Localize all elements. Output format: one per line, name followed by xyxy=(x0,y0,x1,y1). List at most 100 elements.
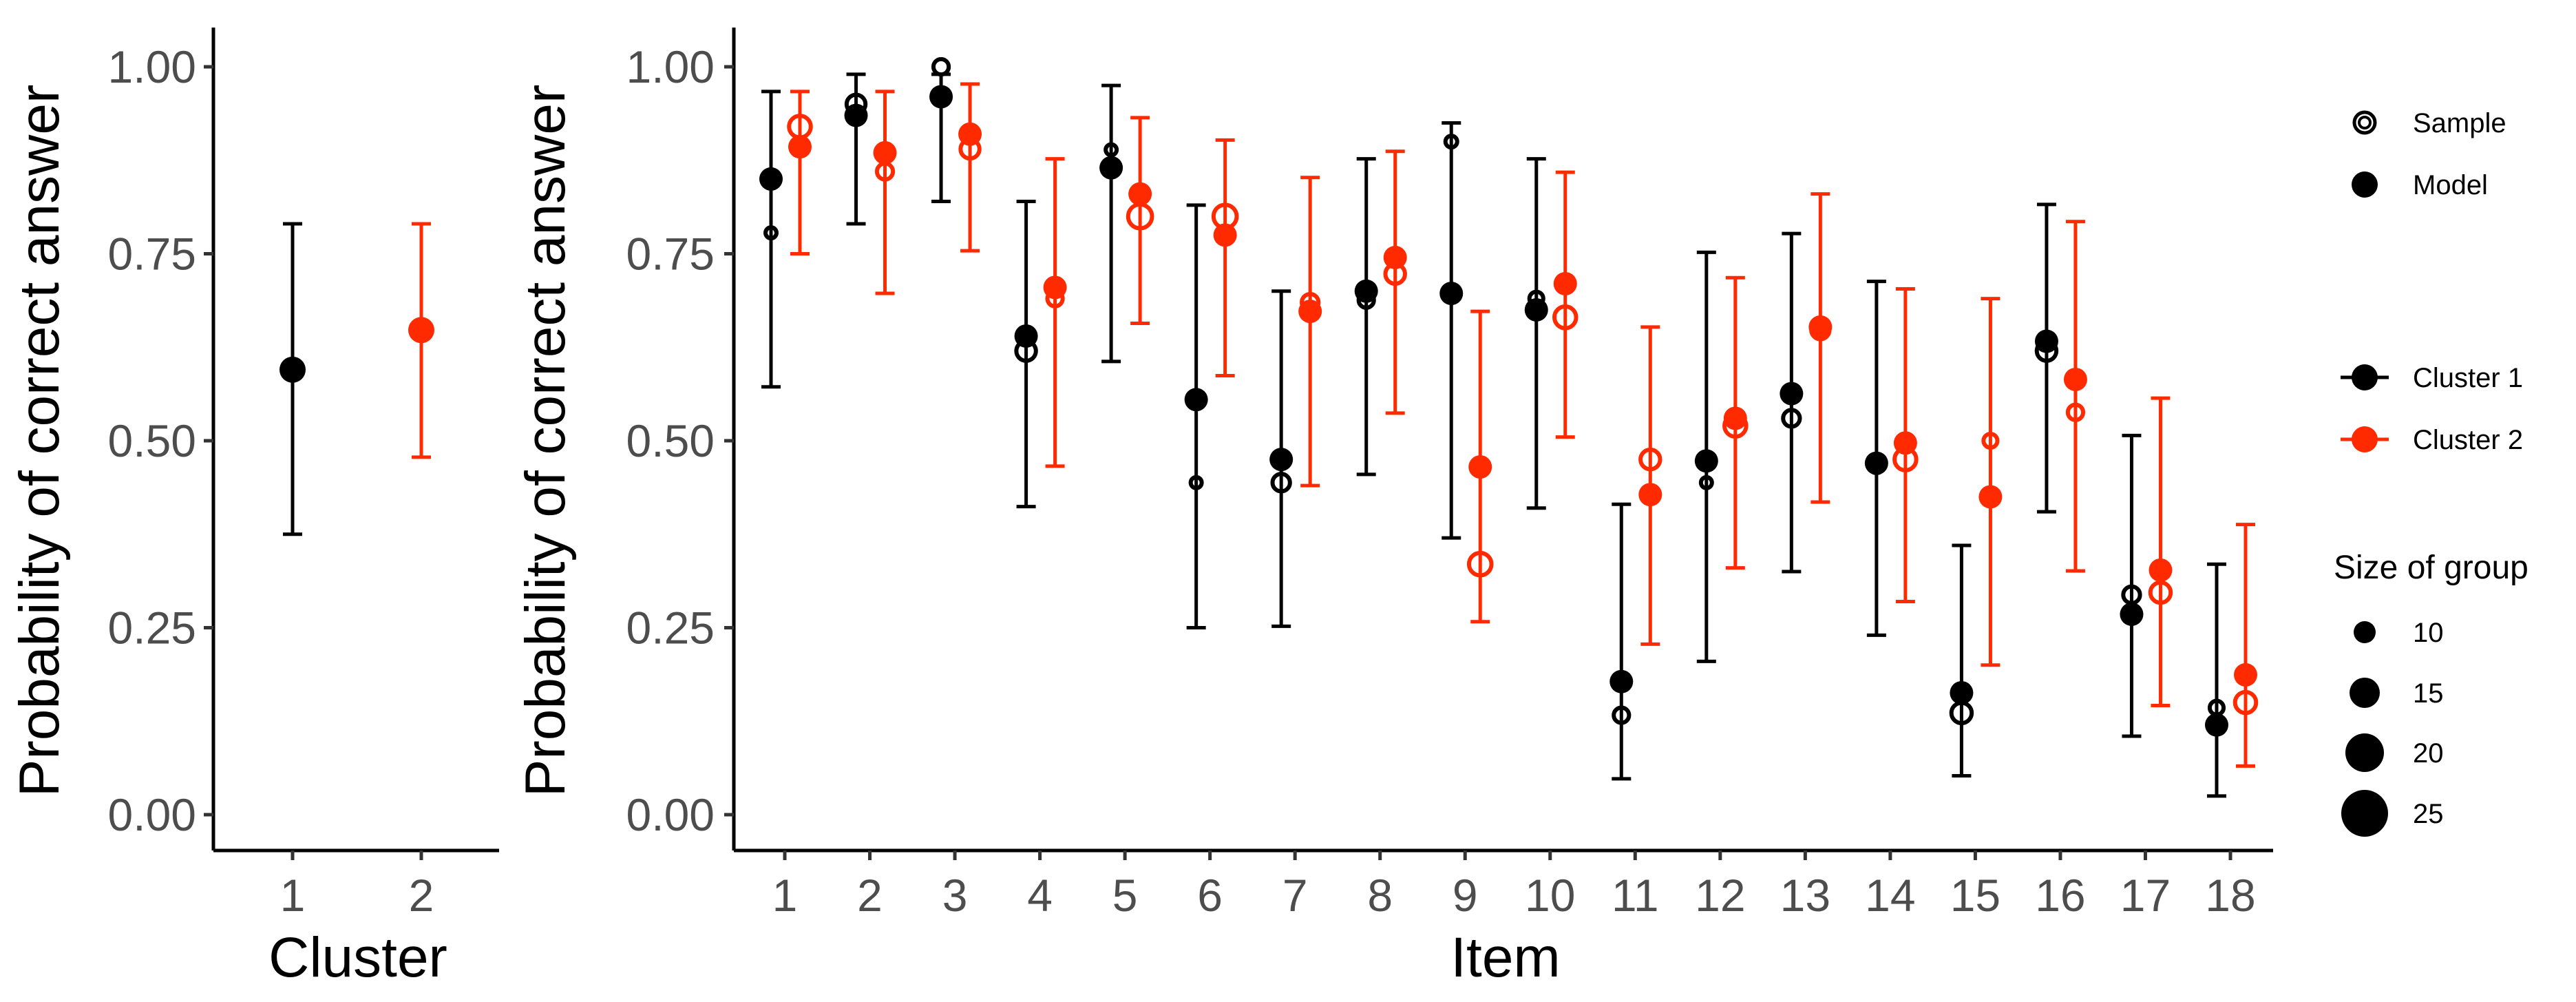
open-circle-icon xyxy=(2352,110,2377,135)
model-point xyxy=(1213,223,1237,247)
x-tick-label: 5 xyxy=(1112,870,1138,921)
size-legend-title: Size of group xyxy=(2334,550,2529,586)
sample-point xyxy=(1981,431,2000,450)
y-tick-label: 0.75 xyxy=(108,229,196,280)
legend-label: 25 xyxy=(2413,799,2444,829)
y-tick-label: 0.50 xyxy=(626,415,715,466)
model-point xyxy=(788,135,812,159)
legend-label: Sample xyxy=(2413,108,2506,138)
model-point xyxy=(873,140,897,165)
model-point xyxy=(1043,275,1067,300)
sample-point xyxy=(763,225,779,241)
x-axis-title: Cluster xyxy=(268,926,447,989)
model-point xyxy=(1950,680,1974,704)
x-tick-label: 12 xyxy=(1695,870,1745,921)
model-point xyxy=(1893,431,1917,455)
size-legend-circle xyxy=(2341,790,2388,837)
model-point xyxy=(2120,602,2144,626)
sample-point xyxy=(2148,580,2173,605)
model-point xyxy=(1184,388,1208,412)
model-point xyxy=(1128,182,1152,206)
model-point xyxy=(1864,451,1888,475)
model-point xyxy=(1609,669,1634,693)
x-axis-title: Item xyxy=(1450,926,1560,989)
y-tick-label: 0.00 xyxy=(626,789,715,840)
x-tick-label: 18 xyxy=(2205,870,2255,921)
model-point xyxy=(2034,329,2058,353)
model-point xyxy=(958,122,982,146)
model-point xyxy=(759,167,783,191)
legend-label: 20 xyxy=(2413,738,2444,769)
sample-point xyxy=(1698,474,1714,490)
sample-point xyxy=(1638,447,1662,472)
model-point xyxy=(1014,324,1038,348)
y-tick-label: 1.00 xyxy=(108,41,196,92)
y-tick-label: 0.00 xyxy=(108,789,196,840)
size-legend-circle xyxy=(2350,678,2380,708)
x-tick-label: 11 xyxy=(1612,870,1659,921)
model-point xyxy=(844,103,868,127)
model-point xyxy=(2234,662,2257,687)
sample-point xyxy=(1552,304,1579,331)
sample-point xyxy=(2065,402,2086,422)
model-point xyxy=(1524,298,1548,322)
x-tick-label: 4 xyxy=(1027,870,1053,921)
sample-point xyxy=(1443,134,1459,150)
y-tick-label: 1.00 xyxy=(626,41,715,92)
x-tick-label: 10 xyxy=(1525,870,1575,921)
legend-label: Cluster 1 xyxy=(2413,363,2523,393)
legend-point-icon xyxy=(2352,364,2378,390)
x-tick-label: 9 xyxy=(1453,870,1478,921)
model-point xyxy=(1808,315,1833,339)
model-point xyxy=(929,85,953,109)
model-point xyxy=(1099,156,1123,180)
sample-point xyxy=(1270,472,1292,494)
size-legend-circle xyxy=(2345,733,2384,772)
x-tick-label: 1 xyxy=(772,870,798,921)
sample-point xyxy=(1612,705,1632,725)
model-point xyxy=(408,317,434,344)
sample-point xyxy=(1466,550,1494,578)
sample-point xyxy=(1781,408,1802,429)
x-tick-label: 2 xyxy=(857,870,883,921)
model-point xyxy=(2149,558,2173,582)
x-tick-label: 16 xyxy=(2035,870,2085,921)
sample-point xyxy=(931,56,951,77)
filled-circle-icon xyxy=(2352,171,2378,198)
model-point xyxy=(2205,713,2228,737)
legend-label: Model xyxy=(2413,170,2488,200)
y-tick-label: 0.75 xyxy=(626,229,715,280)
model-point xyxy=(1780,382,1804,406)
x-tick-label: 3 xyxy=(942,870,968,921)
x-tick-label: 6 xyxy=(1197,870,1223,921)
model-point xyxy=(1383,245,1407,269)
model-point xyxy=(1298,300,1322,324)
model-point xyxy=(2063,367,2087,391)
model-point xyxy=(1978,485,2003,509)
x-tick-label: 2 xyxy=(409,870,434,921)
x-tick-label: 8 xyxy=(1367,870,1393,921)
model-point xyxy=(1638,483,1662,507)
x-tick-label: 14 xyxy=(1865,870,1915,921)
panel-cluster: 0.00 0.25 0.50 0.75 1.00 Probability of corre… xyxy=(8,28,499,989)
legend: Sample Model Cluster 1 Cluster 2 Size of gro… xyxy=(2334,108,2529,837)
y-tick-label: 0.25 xyxy=(108,603,196,654)
y-tick-label: 0.50 xyxy=(108,415,196,466)
size-legend-circle xyxy=(2354,621,2376,643)
model-point xyxy=(1553,271,1577,295)
x-tick-label: 13 xyxy=(1780,870,1830,921)
legend-label: 15 xyxy=(2413,678,2444,709)
y-axis-title: Probability of correct answer xyxy=(514,85,577,797)
sample-point xyxy=(1104,142,1119,158)
legend-label: 10 xyxy=(2413,618,2444,648)
sample-point xyxy=(1188,474,1204,490)
y-axis-title: Probability of correct answer xyxy=(8,85,71,797)
x-tick-label: 1 xyxy=(280,870,306,921)
model-point xyxy=(1468,455,1492,479)
sample-point xyxy=(2232,689,2259,716)
model-point xyxy=(1439,282,1464,306)
model-point xyxy=(1354,279,1378,303)
y-tick-label: 0.25 xyxy=(626,603,715,654)
legend-label: Cluster 2 xyxy=(2413,425,2523,455)
